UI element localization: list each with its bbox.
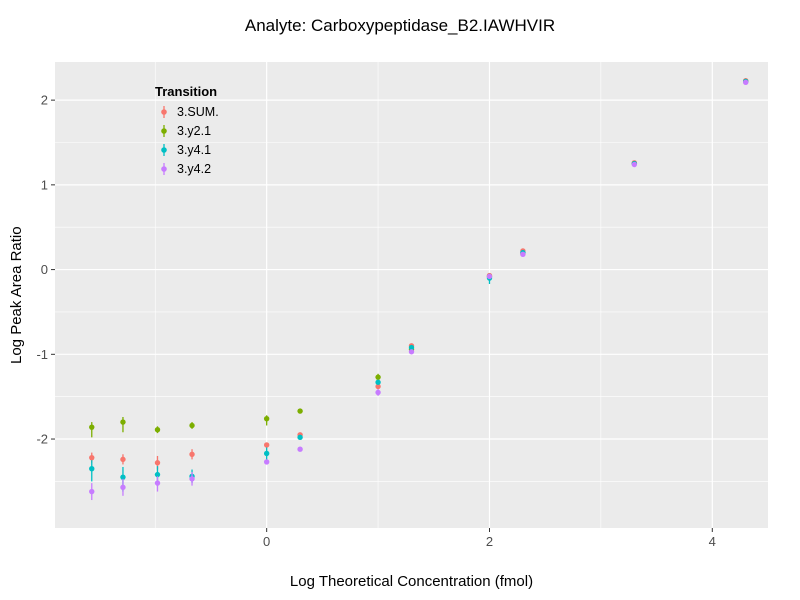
data-point [263, 416, 270, 422]
legend-title: Transition [155, 84, 218, 99]
data-point [120, 456, 126, 463]
data-point [263, 459, 270, 465]
data-point [154, 460, 161, 466]
data-point [263, 442, 270, 448]
data-point [89, 454, 95, 461]
data-point [120, 484, 126, 491]
data-point [631, 161, 638, 168]
data-point [408, 344, 415, 351]
y-tick-label: -1 [36, 347, 48, 362]
data-point [375, 379, 381, 385]
legend-item-label: 3.y4.1 [177, 142, 212, 157]
data-point [89, 465, 95, 472]
legend-item: 3.y4.2 [155, 159, 219, 178]
data-point [520, 251, 526, 258]
data-point [743, 79, 749, 86]
data-point [486, 273, 493, 280]
data-point [120, 474, 126, 480]
legend-key-icon [161, 143, 167, 156]
x-tick-label: 4 [709, 534, 716, 549]
data-point [189, 422, 195, 429]
legend: Transition 3.SUM. 3.y2.1 3.y4.1 3.y4.2 [155, 84, 219, 178]
data-point [89, 488, 95, 495]
data-point [375, 383, 381, 390]
legend-item-label: 3.SUM. [177, 104, 219, 119]
data-point [263, 450, 270, 457]
y-tick-label: 1 [41, 177, 48, 192]
data-point [375, 374, 381, 380]
y-tick-label: 0 [41, 262, 48, 277]
data-point [297, 434, 303, 441]
data-point [89, 424, 95, 430]
legend-key-icon [161, 105, 167, 118]
legend-item: 3.y4.1 [155, 140, 219, 159]
legend-key-icon [161, 124, 167, 137]
x-axis-title: Log Theoretical Concentration (fmol) [289, 573, 534, 590]
legend-item: 3.SUM. [155, 102, 219, 121]
legend-item: 3.y2.1 [155, 121, 219, 140]
x-tick-label: 0 [263, 534, 270, 549]
data-point [408, 349, 415, 355]
legend-key-icon [161, 162, 167, 175]
data-point [297, 446, 303, 452]
legend-item-label: 3.y2.1 [177, 123, 212, 138]
x-tick-label: 2 [486, 534, 493, 549]
data-point [120, 419, 126, 425]
chart-title: Analyte: Carboxypeptidase_B2.IAWHVIR [244, 16, 556, 35]
legend-item-label: 3.y4.2 [177, 161, 212, 176]
y-tick-label: -2 [36, 432, 48, 447]
data-point [297, 408, 303, 414]
data-point [189, 476, 195, 482]
plot-panel [55, 62, 768, 528]
data-point [375, 389, 381, 396]
data-point [154, 471, 161, 478]
legend-items: 3.SUM. 3.y2.1 3.y4.1 3.y4.2 [155, 102, 219, 178]
data-point [154, 480, 161, 486]
data-point [154, 427, 161, 433]
y-tick-label: 2 [41, 93, 48, 108]
data-point [189, 451, 195, 457]
y-axis-title: Log Peak Area Ratio [8, 226, 25, 364]
